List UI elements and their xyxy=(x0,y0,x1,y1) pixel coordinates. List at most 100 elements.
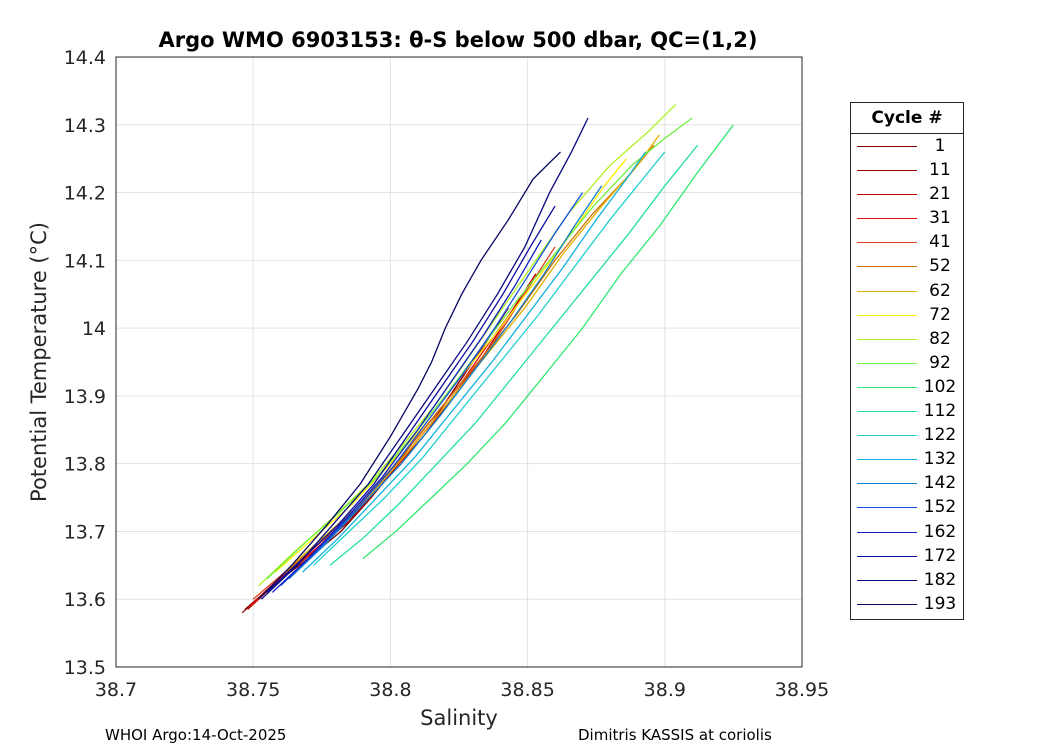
legend-label: 92 xyxy=(929,352,951,373)
legend-label: 112 xyxy=(923,401,957,422)
y-tick-label: 14.4 xyxy=(64,47,106,69)
legend-entry: 152 xyxy=(851,495,963,519)
legend-entry: 52 xyxy=(851,254,963,278)
legend-label: 172 xyxy=(923,545,957,566)
x-tick-label: 38.95 xyxy=(775,679,829,701)
legend-entry: 31 xyxy=(851,206,963,230)
legend-label: 182 xyxy=(923,569,957,590)
series-cycle-193 xyxy=(258,151,561,600)
legend-entry: 62 xyxy=(851,279,963,303)
series-cycle-132 xyxy=(302,151,647,573)
legend-line-swatch xyxy=(857,386,917,388)
legend-line-swatch xyxy=(857,338,917,340)
legend-label: 62 xyxy=(929,280,951,301)
x-tick-label: 38.9 xyxy=(644,679,686,701)
legend-line-swatch xyxy=(857,362,917,364)
x-tick-label: 38.8 xyxy=(369,679,411,701)
legend-label: 162 xyxy=(923,521,957,542)
legend-entry: 21 xyxy=(851,182,963,206)
legend-line-swatch xyxy=(857,194,917,196)
legend-entry: 162 xyxy=(851,520,963,544)
y-tick-label: 13.7 xyxy=(64,521,106,543)
legend-line-swatch xyxy=(857,555,917,557)
legend: Cycle # 1 11 21 31 41 52 62 72 82 92 102 112 122 132 1… xyxy=(850,102,964,620)
legend-label: 72 xyxy=(929,304,951,325)
legend-label: 193 xyxy=(923,593,957,614)
legend-entry: 112 xyxy=(851,399,963,423)
series-cycle-162 xyxy=(271,239,542,593)
y-tick-label: 13.8 xyxy=(64,454,106,476)
y-tick-label: 14.2 xyxy=(64,183,106,205)
legend-entry: 41 xyxy=(851,230,963,254)
legend-entry: 122 xyxy=(851,423,963,447)
plot-frame xyxy=(115,56,803,668)
legend-line-swatch xyxy=(857,459,917,461)
series-cycle-102 xyxy=(362,124,734,560)
legend-label: 21 xyxy=(929,184,951,205)
y-ticks: 13.5 13.6 13.7 13.8 13.9 14 14.1 14.2 14.3 14.4 xyxy=(64,47,106,679)
series-cycle-182 xyxy=(260,117,589,600)
footer-left: WHOI Argo:14-Oct-2025 xyxy=(105,726,287,744)
x-axis-label: Salinity xyxy=(420,706,498,730)
legend-line-swatch xyxy=(857,242,917,244)
legend-label: 102 xyxy=(923,376,957,397)
legend-entry: 182 xyxy=(851,568,963,592)
legend-entry: 82 xyxy=(851,327,963,351)
legend-label: 152 xyxy=(923,497,957,518)
series-cycle-122 xyxy=(313,151,666,566)
legend-label: 132 xyxy=(923,449,957,470)
legend-entry: 1 xyxy=(851,134,963,158)
legend-entry: 92 xyxy=(851,351,963,375)
legend-entry: 132 xyxy=(851,447,963,471)
legend-label: 11 xyxy=(929,160,951,181)
legend-entry: 142 xyxy=(851,471,963,495)
legend-label: 142 xyxy=(923,473,957,494)
legend-line-swatch xyxy=(857,411,917,413)
legend-label: 1 xyxy=(934,136,946,156)
series-cycle-21 xyxy=(247,273,537,610)
legend-entry: 72 xyxy=(851,303,963,327)
y-axis-label: Potential Temperature (°C) xyxy=(27,222,51,502)
legend-entry: 102 xyxy=(851,375,963,399)
legend-line-swatch xyxy=(857,579,917,581)
legend-line-swatch xyxy=(857,435,917,437)
plot-area xyxy=(115,56,803,668)
legend-title: Cycle # xyxy=(851,103,963,134)
legend-line-swatch xyxy=(857,531,917,533)
y-tick-label: 13.9 xyxy=(64,386,106,408)
legend-rows: 1 11 21 31 41 52 62 72 82 92 102 112 122 132 142 152 162… xyxy=(851,134,963,616)
legend-line-swatch xyxy=(857,170,917,172)
y-tick-label: 14 xyxy=(82,318,106,340)
legend-line-swatch xyxy=(857,507,917,509)
legend-entry: 172 xyxy=(851,544,963,568)
series-cycle-112 xyxy=(329,144,699,566)
legend-line-swatch xyxy=(857,146,917,147)
y-tick-label: 13.6 xyxy=(64,589,106,611)
legend-line-swatch xyxy=(857,266,917,268)
legend-label: 82 xyxy=(929,328,951,349)
x-ticks: 38.7 38.75 38.8 38.85 38.9 38.95 xyxy=(95,679,829,701)
y-tick-label: 14.1 xyxy=(64,250,106,272)
legend-line-swatch xyxy=(857,290,917,292)
legend-label: 41 xyxy=(929,232,951,253)
legend-label: 52 xyxy=(929,256,951,277)
legend-label: 122 xyxy=(923,425,957,446)
legend-line-swatch xyxy=(857,314,917,316)
x-tick-label: 38.7 xyxy=(95,679,137,701)
series-group xyxy=(241,103,734,614)
y-tick-label: 14.3 xyxy=(64,115,106,137)
footer-right: Dimitris KASSIS at coriolis xyxy=(578,726,772,744)
legend-entry: 193 xyxy=(851,592,963,616)
x-tick-label: 38.85 xyxy=(500,679,554,701)
legend-line-swatch xyxy=(857,483,917,485)
chart-title: Argo WMO 6903153: θ-S below 500 dbar, QC… xyxy=(159,28,758,52)
legend-entry: 11 xyxy=(851,158,963,182)
legend-label: 31 xyxy=(929,208,951,229)
x-tick-label: 38.75 xyxy=(226,679,280,701)
series-cycle-172 xyxy=(266,205,556,593)
series-cycle-142 xyxy=(288,185,603,580)
legend-line-swatch xyxy=(857,218,917,220)
y-tick-label: 13.5 xyxy=(64,657,106,679)
series-cycle-152 xyxy=(280,192,584,587)
